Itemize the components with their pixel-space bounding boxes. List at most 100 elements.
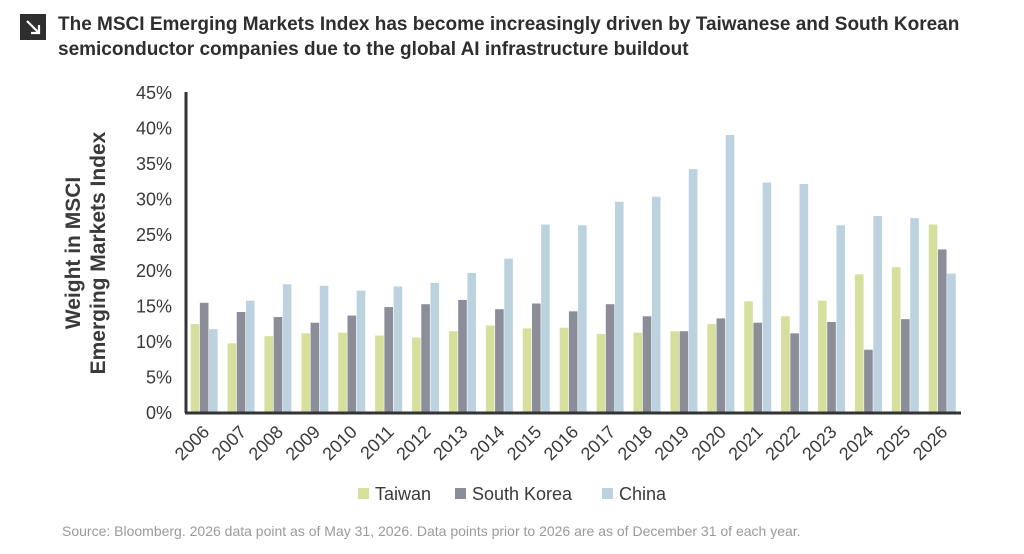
bar-china-2019 (688, 169, 698, 413)
bar-taiwan-2022 (781, 316, 790, 413)
bar-taiwan-2017 (596, 334, 606, 413)
bar-taiwan-2020 (707, 324, 716, 413)
x-tick-label: 2024 (835, 422, 877, 464)
bar-taiwan-2026 (928, 224, 938, 413)
bar-south-korea-2020 (716, 318, 726, 413)
bar-taiwan-2015 (522, 328, 532, 413)
y-tick-label: 30% (136, 190, 172, 210)
legend-swatch-china (602, 488, 613, 499)
x-tick-label: 2017 (577, 422, 619, 464)
bar-south-korea-2014 (495, 309, 504, 413)
y-tick-label: 15% (136, 296, 172, 316)
x-tick-label: 2012 (392, 422, 434, 464)
bar-taiwan-2018 (633, 332, 643, 413)
bar-south-korea-2018 (642, 316, 652, 413)
bar-south-korea-2025 (901, 319, 910, 413)
bar-china-2012 (430, 282, 440, 413)
bar-taiwan-2011 (375, 335, 384, 413)
arrow-down-right-icon (20, 14, 46, 40)
x-tick-label: 2010 (318, 422, 360, 464)
x-tick-label: 2025 (872, 422, 914, 464)
bar-china-2020 (725, 134, 735, 413)
bar-taiwan-2008 (264, 336, 274, 413)
y-axis-title-line-1: Weight in MSCI (62, 177, 85, 329)
bar-south-korea-2007 (236, 312, 246, 413)
bar-taiwan-2013 (448, 331, 458, 413)
x-tick-label: 2013 (429, 422, 471, 464)
x-tick-label: 2023 (798, 422, 840, 464)
bar-taiwan-2006 (190, 324, 200, 413)
bar-taiwan-2014 (485, 325, 495, 413)
y-tick-label: 0% (146, 403, 172, 423)
x-tick-label: 2006 (171, 422, 213, 464)
y-tick-label: 35% (136, 154, 172, 174)
x-tick-label: 2014 (466, 422, 508, 464)
y-tick-label: 40% (136, 119, 172, 139)
bar-south-korea-2013 (458, 299, 467, 413)
y-tick-label: 45% (136, 83, 172, 103)
legend-swatch-south-korea (455, 488, 466, 499)
x-tick-label: 2016 (540, 422, 582, 464)
y-tick-label: 20% (136, 261, 172, 281)
bar-china-2023 (836, 225, 846, 413)
bar-taiwan-2009 (301, 333, 310, 413)
y-tick-label: 5% (146, 367, 172, 387)
chart-title-line-1: The MSCI Emerging Markets Index has beco… (58, 14, 960, 35)
bar-taiwan-2012 (412, 337, 421, 413)
x-tick-label: 2026 (909, 422, 951, 464)
bar-south-korea-2024 (864, 349, 873, 413)
y-tick-label: 25% (136, 225, 172, 245)
bar-china-2009 (319, 285, 329, 413)
bar-south-korea-2008 (273, 317, 283, 413)
bar-china-2021 (762, 182, 772, 413)
bar-china-2011 (393, 286, 403, 413)
bar-china-2015 (541, 224, 550, 413)
bar-south-korea-2015 (531, 303, 541, 413)
bar-china-2017 (615, 201, 624, 413)
bar-south-korea-2022 (790, 333, 799, 413)
bar-south-korea-2016 (568, 311, 578, 413)
x-tick-label: 2020 (687, 422, 729, 464)
bar-taiwan-2019 (670, 331, 680, 413)
bar-south-korea-2023 (827, 321, 836, 413)
bar-china-2014 (504, 258, 513, 413)
x-tick-label: 2009 (282, 422, 324, 464)
y-axis-title-line-2: Emerging Markets Index (87, 131, 110, 374)
x-tick-label: 2021 (724, 422, 766, 464)
legend-label: China (619, 484, 667, 504)
bar-china-2007 (245, 300, 255, 413)
bar-taiwan-2023 (818, 300, 827, 413)
bar-taiwan-2016 (559, 327, 569, 413)
x-tick-label: 2015 (503, 422, 545, 464)
x-tick-label: 2008 (245, 422, 287, 464)
bar-china-2024 (873, 216, 882, 413)
bar-south-korea-2010 (347, 315, 357, 413)
x-tick-label: 2007 (208, 422, 250, 464)
x-tick-label: 2019 (651, 422, 693, 464)
bar-south-korea-2012 (421, 304, 430, 413)
bar-south-korea-2006 (199, 302, 209, 413)
bar-south-korea-2009 (310, 322, 320, 413)
bar-south-korea-2026 (937, 249, 947, 413)
bar-china-2008 (282, 284, 292, 413)
bar-taiwan-2021 (744, 301, 753, 413)
bar-taiwan-2024 (854, 274, 864, 413)
chart-title: The MSCI Emerging Markets Index has beco… (58, 12, 1008, 62)
bar-taiwan-2010 (338, 332, 347, 413)
y-tick-label: 10% (136, 332, 172, 352)
bar-taiwan-2007 (227, 343, 237, 413)
x-tick-label: 2022 (761, 422, 803, 464)
bar-china-2006 (209, 329, 218, 413)
bar-china-2026 (947, 273, 956, 413)
source-note: Source: Bloomberg. 2026 data point as of… (62, 523, 801, 539)
bar-china-2025 (910, 218, 919, 413)
bar-china-2022 (799, 184, 809, 413)
bar-south-korea-2011 (384, 307, 393, 413)
legend-swatch-taiwan (358, 488, 369, 499)
bar-south-korea-2017 (605, 304, 615, 413)
bar-south-korea-2019 (679, 331, 689, 413)
bar-south-korea-2021 (753, 322, 763, 413)
bar-taiwan-2025 (891, 267, 901, 413)
x-tick-label: 2018 (614, 422, 656, 464)
legend-label: South Korea (472, 484, 573, 504)
